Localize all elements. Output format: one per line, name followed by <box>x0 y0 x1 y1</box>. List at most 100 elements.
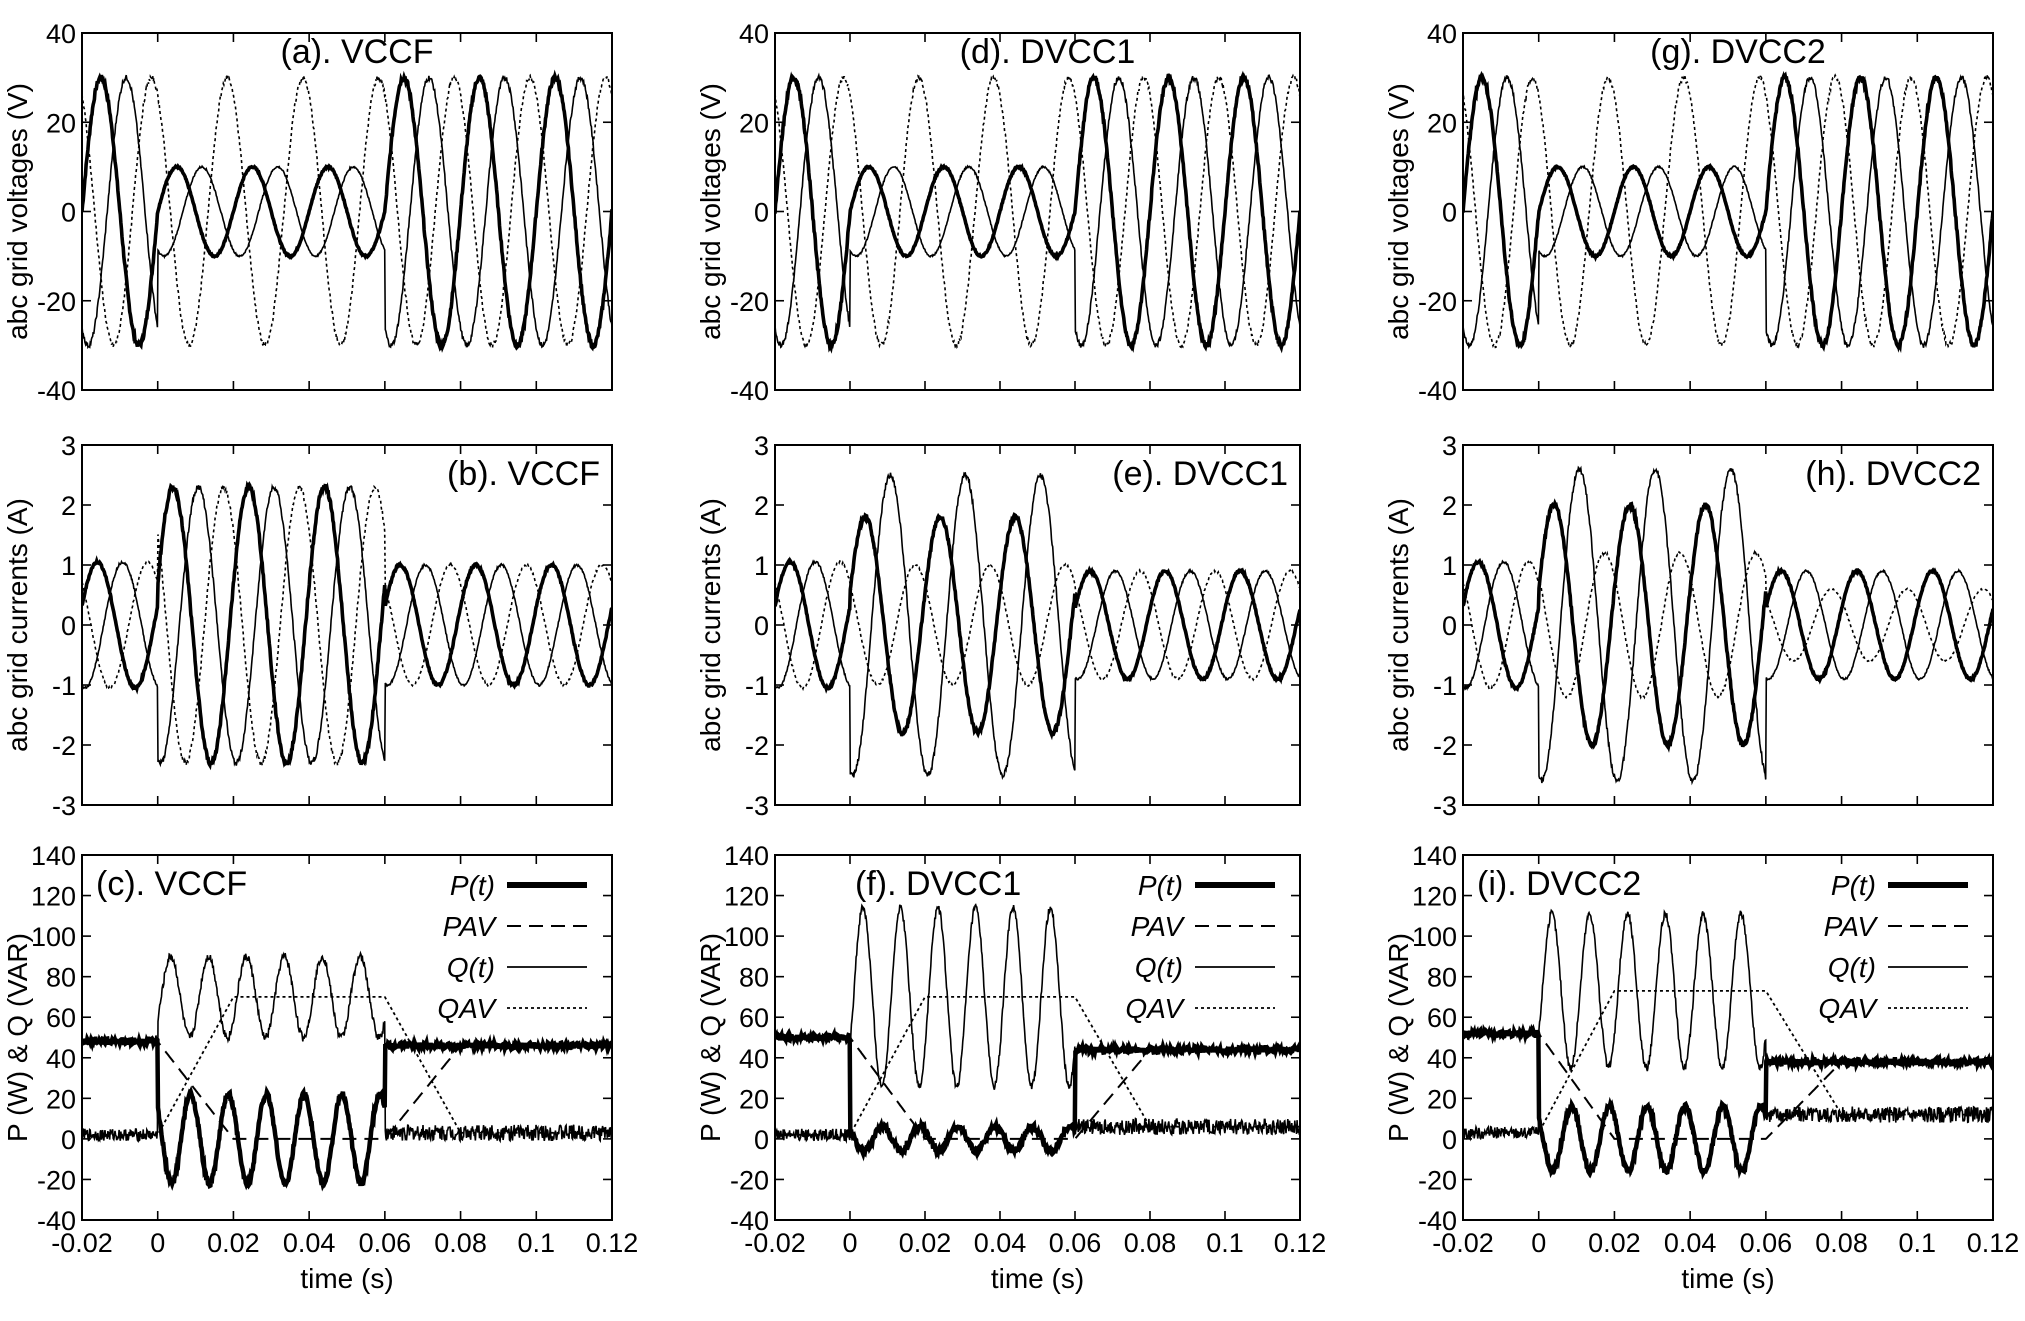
y-tick-label-e-5: -2 <box>745 731 769 761</box>
y-tick-label-c-2: 100 <box>31 922 76 952</box>
y-tick-label-d-2: 0 <box>754 198 769 228</box>
plot-area-f <box>775 903 1300 1162</box>
y-tick-label-f-5: 40 <box>739 1044 769 1074</box>
x-tick-label-c-5: 0.08 <box>434 1228 487 1258</box>
y-tick-label-a-0: 40 <box>46 19 76 49</box>
legend-label-c-0: P(t) <box>450 870 495 901</box>
y-tick-label-f-3: 80 <box>739 963 769 993</box>
y-tick-label-d-1: 20 <box>739 108 769 138</box>
chart-panel-h: 3 2 1 0 -1 -2 -3 abc grid currents (A) (h). DVCC… <box>1383 431 1994 821</box>
x-tick-label-i-1: 0 <box>1531 1228 1546 1258</box>
y-tick-label-h-5: -2 <box>1433 731 1457 761</box>
x-tick-label-c-2: 0.02 <box>207 1228 260 1258</box>
legend-label-i-3: QAV <box>1818 993 1878 1024</box>
y-tick-label-e-2: 1 <box>754 551 769 581</box>
y-tick-label-g-0: 40 <box>1427 19 1457 49</box>
series-line-q-f <box>775 903 1300 1144</box>
y-tick-label-h-3: 0 <box>1442 611 1457 641</box>
series-line-d-1 <box>775 72 1300 349</box>
series-line-a-1 <box>82 74 612 350</box>
series-line-d-0 <box>775 70 1300 354</box>
y-tick-label-i-1: 120 <box>1412 882 1457 912</box>
series-line-g-1 <box>1463 74 1993 350</box>
y-axis-label-a: abc grid voltages (V) <box>2 83 33 340</box>
y-tick-label-c-7: 0 <box>61 1125 76 1155</box>
y-tick-label-b-6: -3 <box>52 791 76 821</box>
chart-panel-a: 40 20 0 -20 -40 abc grid voltages (V) (a). VCC… <box>2 19 613 406</box>
chart-title-e: (e). DVCC1 <box>1112 455 1288 493</box>
plot-area-e <box>775 471 1300 780</box>
legend-label-i-0: P(t) <box>1831 870 1876 901</box>
y-axis-label-c: P (W) & Q (VAR) <box>2 933 33 1142</box>
chart-title-a: (a). VCCF <box>281 33 434 71</box>
y-axis-label-d: abc grid voltages (V) <box>695 83 726 340</box>
y-tick-label-g-3: -20 <box>1418 287 1457 317</box>
x-tick-label-c-4: 0.06 <box>359 1228 412 1258</box>
chart-panel-i: 140 120 100 80 60 40 20 0 -20 -40-0.02 0 0.02 0.04 0.… <box>1383 841 2019 1294</box>
y-tick-label-i-0: 140 <box>1412 841 1457 871</box>
y-tick-label-e-4: -1 <box>745 671 769 701</box>
x-tick-label-f-5: 0.08 <box>1124 1228 1177 1258</box>
chart-title-i: (i). DVCC2 <box>1477 865 1641 903</box>
x-tick-label-i-7: 0.12 <box>1967 1228 2020 1258</box>
y-tick-label-e-6: -3 <box>745 791 769 821</box>
x-tick-label-i-2: 0.02 <box>1588 1228 1641 1258</box>
y-tick-label-i-9: -40 <box>1418 1206 1457 1236</box>
y-tick-label-a-3: -20 <box>37 287 76 317</box>
y-tick-label-e-0: 3 <box>754 431 769 461</box>
series-line-h-0 <box>1463 498 1993 753</box>
y-tick-label-e-3: 0 <box>754 611 769 641</box>
y-axis-label-e: abc grid currents (A) <box>695 498 726 752</box>
y-tick-label-c-0: 140 <box>31 841 76 871</box>
chart-title-h: (h). DVCC2 <box>1805 455 1981 493</box>
chart-title-b: (b). VCCF <box>447 455 600 493</box>
y-tick-label-h-2: 1 <box>1442 551 1457 581</box>
y-tick-label-c-8: -20 <box>37 1165 76 1195</box>
series-line-h-2 <box>1463 549 1993 700</box>
chart-panel-d: 40 20 0 -20 -40 abc grid voltages (V) (d). DVC… <box>695 19 1301 406</box>
y-axis-label-h: abc grid currents (A) <box>1383 498 1414 752</box>
x-tick-label-f-1: 0 <box>842 1228 857 1258</box>
y-tick-label-h-1: 2 <box>1442 491 1457 521</box>
plot-frame-f <box>774 854 1301 1221</box>
legend-label-f-2: Q(t) <box>1135 952 1183 983</box>
y-tick-label-a-2: 0 <box>61 198 76 228</box>
x-axis-label-i: time (s) <box>1681 1263 1774 1294</box>
y-axis-label-g: abc grid voltages (V) <box>1383 83 1414 340</box>
y-tick-label-d-3: -20 <box>730 287 769 317</box>
series-line-b-1 <box>82 483 612 768</box>
y-axis-label-i: P (W) & Q (VAR) <box>1383 933 1414 1142</box>
y-axis-label-f: P (W) & Q (VAR) <box>695 933 726 1142</box>
chart-panel-b: 3 2 1 0 -1 -2 -3 abc grid currents (A) (b). VCCF <box>2 431 613 821</box>
x-tick-label-c-3: 0.04 <box>283 1228 336 1258</box>
x-tick-label-f-0: -0.02 <box>744 1228 806 1258</box>
series-line-e-0 <box>775 512 1300 741</box>
x-tick-label-i-5: 0.08 <box>1815 1228 1868 1258</box>
x-tick-label-c-0: -0.02 <box>51 1228 113 1258</box>
chart-title-f: (f). DVCC1 <box>855 865 1021 903</box>
x-tick-label-f-6: 0.1 <box>1206 1228 1244 1258</box>
x-tick-label-c-6: 0.1 <box>518 1228 556 1258</box>
y-tick-label-f-0: 140 <box>724 841 769 871</box>
series-line-p-f <box>775 1026 1300 1162</box>
plot-frame-i <box>1462 854 1994 1221</box>
y-tick-label-h-4: -1 <box>1433 671 1457 701</box>
y-tick-label-b-2: 1 <box>61 551 76 581</box>
legend-label-c-1: PAV <box>443 911 498 942</box>
y-tick-label-b-4: -1 <box>52 671 76 701</box>
y-tick-label-b-3: 0 <box>61 611 76 641</box>
series-line-b-0 <box>82 480 612 771</box>
y-tick-label-c-1: 120 <box>31 882 76 912</box>
y-tick-label-b-5: -2 <box>52 731 76 761</box>
y-tick-label-i-4: 60 <box>1427 1003 1457 1033</box>
y-tick-label-h-0: 3 <box>1442 431 1457 461</box>
y-tick-label-f-8: -20 <box>730 1165 769 1195</box>
y-tick-label-c-4: 60 <box>46 1003 76 1033</box>
y-tick-label-d-0: 40 <box>739 19 769 49</box>
x-tick-label-f-4: 0.06 <box>1049 1228 1102 1258</box>
series-line-g-2 <box>1463 73 1993 350</box>
series-line-a-0 <box>82 69 612 353</box>
y-tick-label-f-9: -40 <box>730 1206 769 1236</box>
chart-panel-c: 140 120 100 80 60 40 20 0 -20 -40-0.02 0 0.02 0.04 0.… <box>2 841 638 1294</box>
series-line-q-c <box>82 950 612 1144</box>
